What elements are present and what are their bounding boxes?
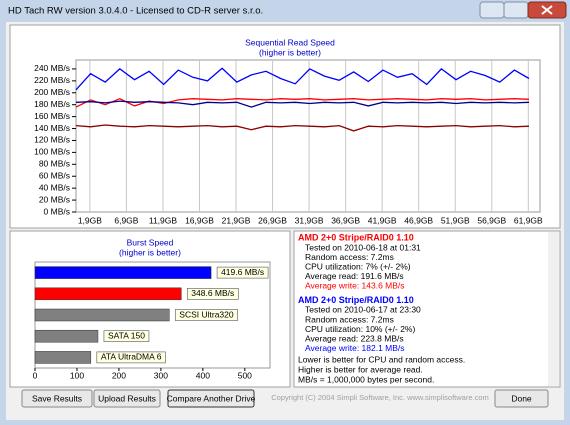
window-title: HD Tach RW version 3.0.4.0 - Licensed to… bbox=[8, 6, 263, 17]
result-line: Tested on 2010-06-18 at 01:31 bbox=[305, 242, 421, 252]
result-line: Random access: 7.2ms bbox=[305, 314, 394, 324]
bar-label-box bbox=[103, 330, 150, 343]
series-line bbox=[75, 100, 530, 108]
x-tick-label: 36,9GB bbox=[331, 215, 360, 225]
x-tick-label: 200 bbox=[112, 370, 126, 380]
result-line: CPU utilization: 7% (+/- 2%) bbox=[305, 261, 411, 271]
result-title: AMD 2+0 Stripe/RAID0 1.10 bbox=[298, 232, 414, 242]
x-tick-label: 31,9GB bbox=[295, 215, 324, 225]
result-write: Average write: 143.6 MB/s bbox=[305, 281, 405, 291]
x-tick-label: 0 bbox=[33, 370, 38, 380]
note-line: Lower is better for CPU and random acces… bbox=[298, 354, 465, 364]
minimize-button[interactable] bbox=[479, 1, 505, 19]
x-tick-label: 21,9GB bbox=[222, 215, 251, 225]
close-icon bbox=[541, 5, 553, 15]
results-panel bbox=[293, 230, 561, 388]
bar bbox=[34, 287, 182, 301]
series-line bbox=[75, 124, 530, 132]
y-tick-label: 40 MB/s bbox=[39, 182, 70, 192]
result-title: AMD 2+0 Stripe/RAID0 1.10 bbox=[298, 295, 414, 305]
button-label: Upload Results bbox=[98, 393, 156, 403]
note-line: Higher is better for average read. bbox=[298, 364, 423, 374]
x-tick-label: 16,9GB bbox=[185, 215, 214, 225]
result-write: Average write: 182.1 MB/s bbox=[305, 343, 405, 353]
button[interactable] bbox=[494, 389, 549, 408]
series-line bbox=[75, 67, 530, 91]
button-label: Save Results bbox=[32, 393, 82, 403]
button-label: Compare Another Drive bbox=[167, 393, 256, 403]
y-tick-label: 120 MB/s bbox=[34, 135, 70, 145]
result-line: Average read: 223.8 MB/s bbox=[305, 333, 404, 343]
y-tick-label: 200 MB/s bbox=[34, 87, 70, 97]
result-line: Average read: 191.6 MB/s bbox=[305, 271, 404, 281]
x-tick-label: 100 bbox=[70, 370, 84, 380]
x-tick-label: 46,9GB bbox=[404, 215, 433, 225]
button[interactable] bbox=[167, 389, 255, 408]
bar bbox=[34, 329, 99, 343]
x-tick-label: 6,9GB bbox=[114, 215, 138, 225]
y-tick-label: 100 MB/s bbox=[34, 147, 70, 157]
y-tick-label: 220 MB/s bbox=[34, 75, 70, 85]
x-tick-label: 400 bbox=[196, 370, 210, 380]
x-tick-label: 300 bbox=[154, 370, 168, 380]
plot-area bbox=[75, 59, 541, 213]
scrollbar[interactable] bbox=[548, 232, 559, 386]
x-tick-label: 56,9GB bbox=[477, 215, 506, 225]
seq-subtitle: (higher is better) bbox=[259, 47, 321, 57]
x-tick-label: 41,9GB bbox=[368, 215, 397, 225]
y-tick-label: 60 MB/s bbox=[39, 170, 70, 180]
burst-title: Burst Speed bbox=[127, 237, 174, 247]
x-tick-label: 51,9GB bbox=[441, 215, 470, 225]
result-line: Tested on 2010-06-17 at 23:30 bbox=[305, 305, 421, 315]
bar-label: SCSI Ultra320 bbox=[179, 309, 234, 319]
y-tick-label: 240 MB/s bbox=[34, 63, 70, 73]
result-line: CPU utilization: 10% (+/- 2%) bbox=[305, 324, 415, 334]
y-tick-label: 80 MB/s bbox=[39, 159, 70, 169]
x-tick-label: 61,9GB bbox=[514, 215, 543, 225]
y-tick-label: 160 MB/s bbox=[34, 111, 70, 121]
bar-label: ATA UltraDMA 6 bbox=[101, 352, 162, 362]
copyright: Copyright (C) 2004 Simpli Software, Inc.… bbox=[271, 393, 489, 402]
bar bbox=[34, 308, 170, 322]
y-tick-label: 180 MB/s bbox=[34, 99, 70, 109]
burst-subtitle: (higher is better) bbox=[119, 247, 181, 257]
result-line: Random access: 7.2ms bbox=[305, 252, 394, 262]
bar-label: 348.6 MB/s bbox=[191, 288, 234, 298]
y-tick-label: 0 MB/s bbox=[44, 206, 70, 216]
bar bbox=[34, 351, 92, 364]
button[interactable] bbox=[21, 389, 93, 408]
seq-title: Sequential Read Speed bbox=[245, 37, 335, 47]
bar-label: 419.6 MB/s bbox=[221, 267, 264, 277]
bar-label-box bbox=[96, 351, 166, 364]
bar-label-box bbox=[186, 287, 239, 300]
bar-label-box bbox=[174, 309, 238, 321]
note-line: MB/s = 1,000,000 bytes per second. bbox=[298, 374, 434, 384]
bar bbox=[34, 266, 212, 279]
x-tick-label: 500 bbox=[238, 370, 252, 380]
maximize-button[interactable] bbox=[503, 1, 529, 19]
x-tick-label: 1,9GB bbox=[78, 215, 102, 225]
bar-label: SATA 150 bbox=[108, 330, 145, 340]
button-label: Done bbox=[511, 393, 532, 403]
button[interactable] bbox=[93, 389, 161, 408]
x-tick-label: 11,9GB bbox=[149, 215, 178, 225]
bar-label-box bbox=[216, 266, 269, 279]
y-tick-label: 20 MB/s bbox=[39, 194, 70, 204]
y-tick-label: 140 MB/s bbox=[34, 123, 70, 133]
x-tick-label: 26,9GB bbox=[258, 215, 287, 225]
